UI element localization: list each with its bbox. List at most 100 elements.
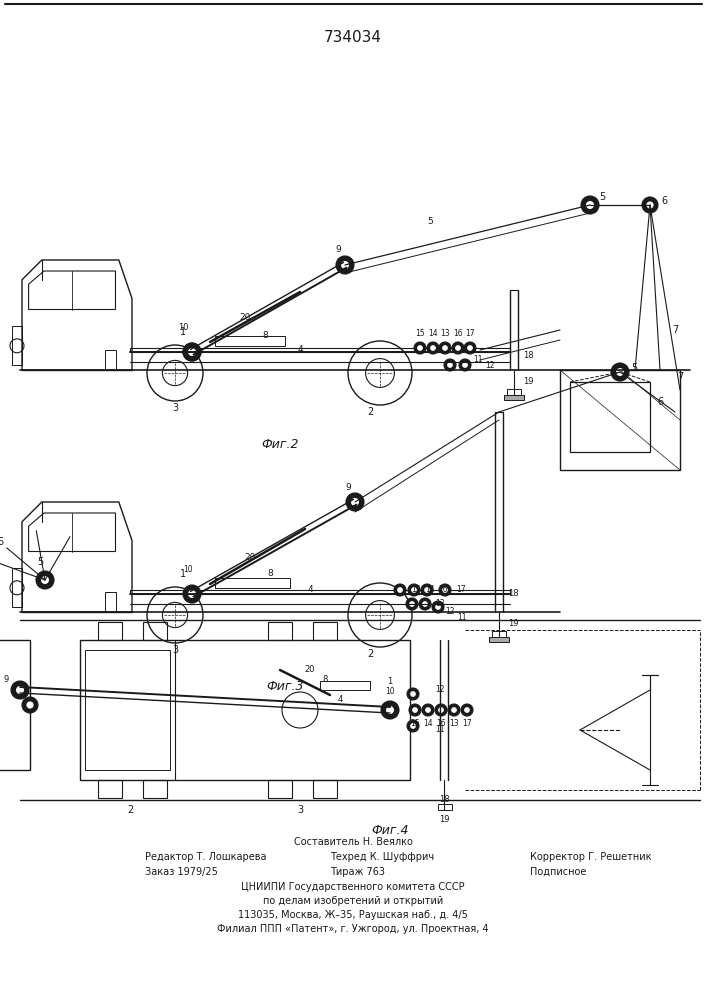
Circle shape [423,602,427,606]
Text: 5: 5 [631,363,637,373]
Text: 3: 3 [297,805,303,815]
Text: 15: 15 [410,720,420,728]
Circle shape [341,262,349,268]
Circle shape [452,342,464,354]
Text: 10: 10 [385,688,395,696]
Text: 11: 11 [457,612,467,621]
Circle shape [410,602,414,606]
Text: 12: 12 [445,607,455,616]
Bar [12,326,22,364]
Circle shape [468,346,472,350]
Text: 18: 18 [522,351,533,360]
Bar [492,631,506,637]
Circle shape [351,499,358,505]
Text: 12: 12 [485,360,495,369]
Text: 9: 9 [335,245,341,254]
Text: 3: 3 [172,645,178,655]
Bar [504,395,524,400]
Circle shape [581,196,599,214]
Text: 9: 9 [345,483,351,491]
Text: 8: 8 [322,676,327,684]
Circle shape [411,588,416,592]
Circle shape [22,697,38,713]
Circle shape [407,688,419,700]
Bar [85,650,170,770]
Text: 4: 4 [297,346,303,355]
Text: 11: 11 [436,726,445,734]
Bar [313,622,337,640]
Circle shape [408,584,420,596]
Text: 11: 11 [473,356,483,364]
Text: 2: 2 [367,649,373,659]
Text: 15: 15 [415,328,425,338]
Text: 3: 3 [172,403,178,413]
Text: 1: 1 [180,569,186,579]
Circle shape [411,692,415,696]
Circle shape [422,704,434,716]
Text: 5: 5 [427,218,433,227]
Text: 8: 8 [267,570,273,578]
Circle shape [27,702,33,708]
Circle shape [42,577,48,583]
Bar [320,681,370,690]
Text: ЦНИИПИ Государственного комитета СССР: ЦНИИПИ Государственного комитета СССР [241,882,464,892]
Bar [12,568,22,606]
Text: 19: 19 [508,619,518,629]
Text: 19: 19 [522,377,533,386]
Circle shape [647,202,653,208]
Text: 6: 6 [0,537,3,547]
Bar [313,780,337,798]
Circle shape [464,342,476,354]
Circle shape [448,363,452,367]
Circle shape [189,591,195,597]
Text: Тираж 763: Тираж 763 [330,867,385,877]
Text: 10: 10 [183,566,193,574]
Circle shape [189,349,195,355]
Circle shape [336,256,354,274]
Text: Филиал ППП «Патент», г. Ужгород, ул. Проектная, 4: Филиал ППП «Патент», г. Ужгород, ул. Про… [217,924,489,934]
Circle shape [443,346,448,350]
Text: 14: 14 [423,720,433,728]
Bar [98,780,122,798]
Text: Подписное: Подписное [530,867,586,877]
Text: 7: 7 [677,372,683,382]
Text: 6: 6 [661,196,667,206]
Circle shape [462,363,467,367]
Bar [105,592,115,612]
Text: 15: 15 [411,585,421,594]
Circle shape [448,704,460,716]
Circle shape [452,708,456,712]
Text: 17: 17 [465,328,475,338]
Text: 18: 18 [508,589,518,598]
Circle shape [387,707,393,713]
Text: 19: 19 [439,816,449,824]
Circle shape [436,605,440,609]
Circle shape [406,598,418,610]
Text: 17: 17 [462,720,472,728]
Circle shape [381,701,399,719]
Circle shape [461,704,473,716]
Bar [438,804,452,810]
Circle shape [427,342,439,354]
Circle shape [398,588,402,592]
Text: Редактор Т. Лошкарева: Редактор Т. Лошкарева [145,852,267,862]
Circle shape [189,349,195,355]
Circle shape [587,202,593,208]
Bar [268,622,292,640]
Text: 14: 14 [428,328,438,338]
Text: 5: 5 [37,557,43,567]
Circle shape [411,724,415,728]
Circle shape [435,704,447,716]
Text: 734034: 734034 [324,29,382,44]
Circle shape [444,359,456,371]
Text: 2: 2 [367,407,373,417]
Text: 20: 20 [305,666,315,674]
Text: 12: 12 [436,686,445,694]
Bar [105,350,115,370]
Circle shape [418,346,422,350]
Text: 13: 13 [440,328,450,338]
Text: 18: 18 [438,796,450,804]
Circle shape [443,588,448,592]
Text: 4: 4 [307,585,312,594]
Bar [489,637,509,642]
